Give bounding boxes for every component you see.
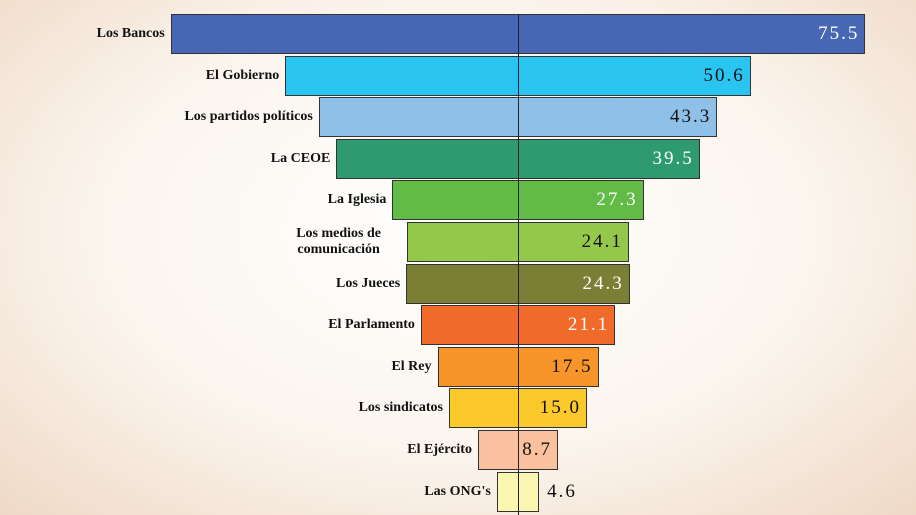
value-label: 17.5 (551, 355, 593, 377)
category-label: El Gobierno (205, 67, 280, 83)
category-label: El Ejército (407, 442, 472, 457)
value-label: 75.5 (818, 23, 860, 44)
funnel-bar (336, 138, 700, 179)
center-line (518, 14, 519, 515)
funnel-bar (285, 55, 751, 96)
category-label: El Rey (391, 358, 432, 374)
value-label: 21.1 (567, 314, 610, 336)
value-label: 50.6 (703, 64, 745, 86)
funnel-bar (318, 97, 718, 138)
category-label: Los Bancos (96, 26, 165, 41)
funnel-bar (392, 180, 644, 221)
funnel-bar (407, 222, 629, 262)
value-label: 24.1 (581, 231, 623, 252)
value-label: 39.5 (652, 147, 694, 169)
value-label: 15.0 (539, 397, 581, 419)
value-label: 43.3 (669, 106, 712, 128)
category-label: La CEOE (270, 150, 331, 166)
value-label: 24.3 (582, 272, 624, 294)
category-label: La Iglesia (327, 192, 387, 208)
value-label: 8.7 (522, 439, 553, 460)
funnel-bar (477, 430, 558, 470)
category-label: Los partidos políticos (184, 109, 313, 125)
category-label: Los medios de comunicación (296, 226, 382, 257)
category-label: Los Jueces (336, 275, 401, 291)
funnel-bar (420, 305, 616, 346)
category-label: Los sindicatos (358, 400, 443, 416)
category-label: El Parlamento (328, 317, 415, 333)
category-label: Las ONG's (424, 483, 491, 499)
value-label: 4.6 (547, 480, 577, 502)
funnel-bar (170, 14, 866, 54)
funnel-bar (496, 471, 540, 512)
value-label: 27.3 (596, 189, 638, 211)
funnel-bar (406, 263, 630, 304)
